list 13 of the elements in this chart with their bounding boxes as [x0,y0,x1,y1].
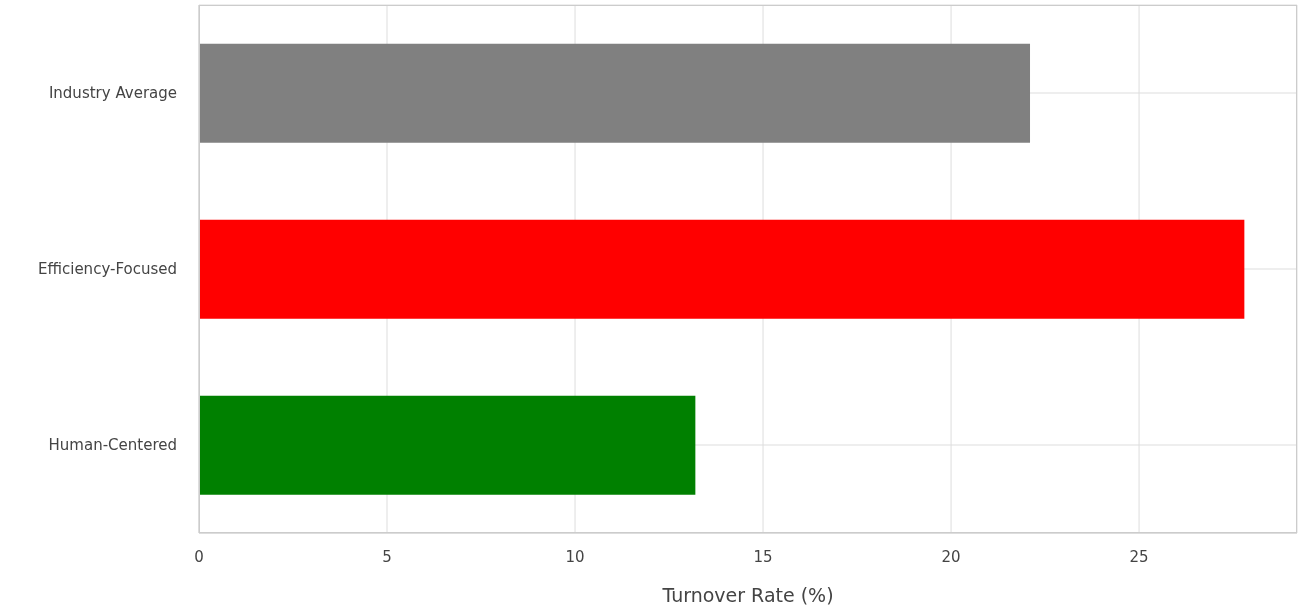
bar [199,43,1031,143]
x-axis-title: Turnover Rate (%) [661,584,834,606]
x-tick-label: 25 [1129,547,1149,566]
bar [199,219,1245,319]
x-tick-label: 10 [565,547,585,566]
bar [199,395,696,495]
x-tick-label: 5 [382,547,392,566]
x-tick-label: 0 [194,547,204,566]
y-tick-label: Industry Average [48,84,177,103]
y-tick-label: Human-Centered [48,436,177,455]
x-tick-label: 20 [941,547,961,566]
y-tick-label: Efficiency-Focused [38,260,177,279]
x-tick-label: 15 [753,547,773,566]
